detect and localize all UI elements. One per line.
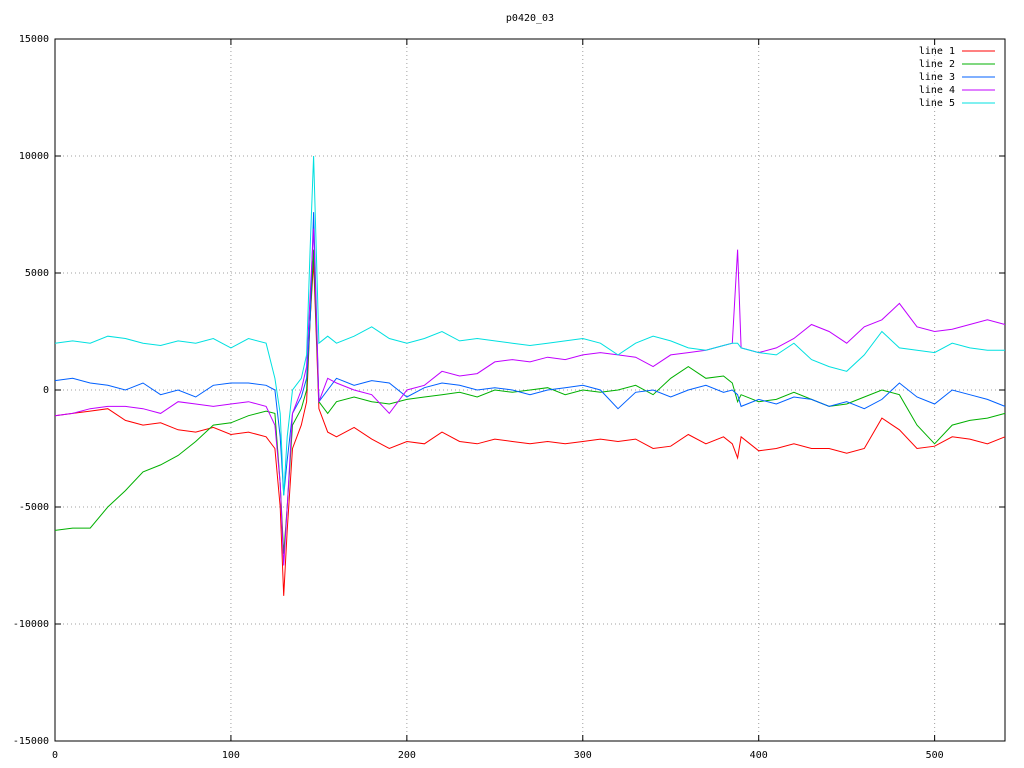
series-line xyxy=(54,261,1006,596)
y-tick-label: 15000 xyxy=(19,34,49,45)
series-line xyxy=(54,249,1006,554)
plot-border xyxy=(54,38,1006,742)
legend-label: line 2 xyxy=(919,59,955,70)
legend-label: line 5 xyxy=(919,98,955,109)
series-line xyxy=(54,155,1005,496)
legend-label: line 1 xyxy=(919,46,955,57)
y-tick-label: -10000 xyxy=(13,619,49,630)
x-tick-label: 500 xyxy=(926,750,944,761)
series-line xyxy=(54,212,1006,496)
y-tick-label: 0 xyxy=(43,385,49,396)
y-tick-label: 10000 xyxy=(19,151,49,162)
y-tick-label: -5000 xyxy=(19,502,49,513)
y-tick-label: 5000 xyxy=(25,268,49,279)
legend-label: line 3 xyxy=(919,72,955,83)
y-tick-label: -15000 xyxy=(13,736,49,747)
series-line xyxy=(54,228,1006,566)
x-tick-label: 100 xyxy=(222,750,240,761)
x-tick-label: 200 xyxy=(398,750,416,761)
chart-title: p0420_03 xyxy=(506,13,554,24)
x-tick-label: 300 xyxy=(574,750,592,761)
x-tick-label: 0 xyxy=(52,750,58,761)
legend-label: line 4 xyxy=(919,85,955,96)
x-tick-label: 400 xyxy=(750,750,768,761)
